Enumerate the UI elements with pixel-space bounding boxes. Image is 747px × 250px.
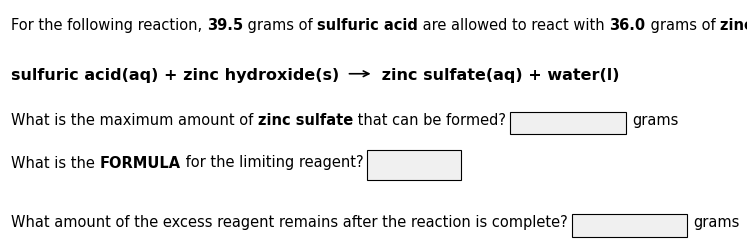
Text: grams of: grams of bbox=[243, 18, 317, 33]
Text: What amount of the excess reagent remains after the reaction is complete?: What amount of the excess reagent remain… bbox=[11, 216, 568, 230]
Text: zinc sulfate(aq) + water(l): zinc sulfate(aq) + water(l) bbox=[376, 68, 620, 83]
Text: For the following reaction,: For the following reaction, bbox=[11, 18, 207, 33]
Text: 39.5: 39.5 bbox=[207, 18, 243, 33]
Text: grams of: grams of bbox=[645, 18, 720, 33]
Text: for the limiting reagent?: for the limiting reagent? bbox=[181, 156, 364, 170]
Text: What is the maximum amount of: What is the maximum amount of bbox=[11, 113, 258, 128]
Text: What is the: What is the bbox=[11, 156, 99, 170]
Text: that can be formed?: that can be formed? bbox=[353, 113, 506, 128]
Text: sulfuric acid: sulfuric acid bbox=[317, 18, 418, 33]
Text: zinc sulfate: zinc sulfate bbox=[258, 113, 353, 128]
Bar bbox=[571, 214, 687, 237]
Text: grams: grams bbox=[632, 113, 678, 128]
Text: zinc hydroxide: zinc hydroxide bbox=[720, 18, 747, 33]
Bar bbox=[510, 112, 626, 134]
Text: grams: grams bbox=[693, 216, 740, 230]
Text: 36.0: 36.0 bbox=[610, 18, 645, 33]
Text: are allowed to react with: are allowed to react with bbox=[418, 18, 610, 33]
Bar bbox=[368, 150, 461, 180]
Text: sulfuric acid(aq) + zinc hydroxide(s): sulfuric acid(aq) + zinc hydroxide(s) bbox=[11, 68, 345, 83]
Text: FORMULA: FORMULA bbox=[99, 156, 181, 170]
